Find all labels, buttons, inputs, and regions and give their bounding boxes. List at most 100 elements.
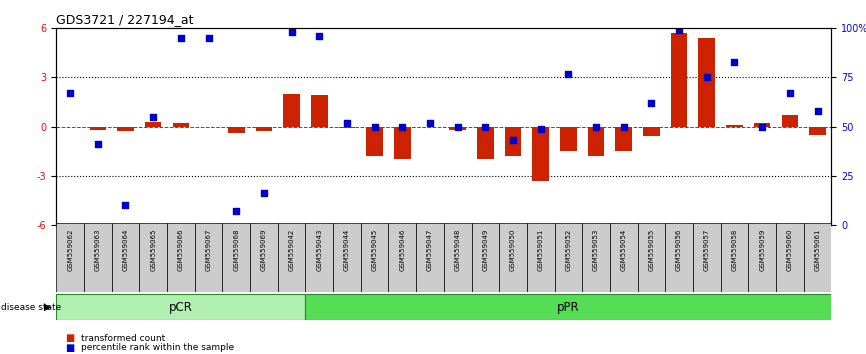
Bar [554,223,582,292]
Bar [443,223,471,292]
Bar [117,126,133,131]
Bar [228,126,244,133]
Point [450,124,464,129]
Text: GSM559064: GSM559064 [122,229,128,271]
Bar [255,126,272,131]
Text: ■: ■ [65,333,74,343]
Point [146,114,160,120]
Text: GSM559061: GSM559061 [815,229,820,271]
Bar [167,223,195,292]
Point [700,75,714,80]
Bar [499,223,527,292]
Text: GSM559047: GSM559047 [427,229,433,271]
Bar [145,122,161,126]
Point [506,137,520,143]
Text: GSM559048: GSM559048 [455,229,461,271]
Bar [665,223,693,292]
Text: GSM559055: GSM559055 [649,229,655,271]
Bar [361,223,389,292]
Point [478,124,492,129]
Point [589,124,603,129]
Bar [776,223,804,292]
Bar [471,223,499,292]
Bar [616,126,632,151]
Bar [56,294,306,320]
Bar [394,126,410,159]
Bar [195,223,223,292]
Text: GSM559050: GSM559050 [510,229,516,271]
Bar [250,223,278,292]
Text: disease state: disease state [1,303,61,312]
Bar [610,223,637,292]
Bar [588,126,604,156]
Text: GSM559054: GSM559054 [621,229,627,271]
Bar [699,38,715,126]
Text: GSM559063: GSM559063 [94,229,100,271]
Bar [582,223,610,292]
Text: GDS3721 / 227194_at: GDS3721 / 227194_at [56,13,194,26]
Point [340,120,354,125]
Bar [533,126,549,181]
Bar [172,123,189,126]
Point [617,124,630,129]
Bar [804,223,831,292]
Bar [200,126,216,127]
Bar [422,126,438,127]
Point [396,124,410,129]
Bar [311,96,327,126]
Text: ▶: ▶ [43,302,51,312]
Bar [693,223,721,292]
Bar [449,126,466,130]
Bar [278,223,306,292]
Bar [417,223,443,292]
Bar [139,223,167,292]
Text: percentile rank within the sample: percentile rank within the sample [81,343,234,352]
Text: GSM559042: GSM559042 [288,229,294,271]
Point [63,90,77,96]
Bar [643,126,660,136]
Text: GSM559053: GSM559053 [593,229,599,271]
Point [783,90,797,96]
Point [119,202,132,208]
Text: GSM559043: GSM559043 [316,229,322,271]
Text: GSM559049: GSM559049 [482,229,488,271]
Point [285,29,299,35]
Point [423,120,437,125]
Bar [56,223,84,292]
Text: GSM559059: GSM559059 [759,229,766,271]
Bar [366,126,383,156]
Text: GSM559051: GSM559051 [538,229,544,271]
Bar [333,223,361,292]
Text: GSM559067: GSM559067 [205,229,211,271]
Point [644,100,658,106]
Text: pPR: pPR [557,301,579,314]
Text: GSM559052: GSM559052 [565,229,572,271]
Text: GSM559066: GSM559066 [178,229,184,271]
Point [811,108,824,114]
Point [229,208,243,214]
Bar [306,294,831,320]
Bar [560,126,577,151]
Text: GSM559046: GSM559046 [399,229,405,271]
Point [313,33,326,39]
Bar [748,223,776,292]
Bar [781,115,798,126]
Point [174,35,188,41]
Text: GSM559060: GSM559060 [787,229,793,271]
Point [533,126,547,131]
Bar [283,94,300,126]
Text: GSM559057: GSM559057 [704,229,710,271]
Bar [339,126,355,128]
Point [257,190,271,196]
Bar [84,223,112,292]
Text: GSM559044: GSM559044 [344,229,350,271]
Bar [477,126,494,159]
Text: transformed count: transformed count [81,333,165,343]
Text: GSM559062: GSM559062 [68,229,73,271]
Bar [61,126,79,127]
Point [755,124,769,129]
Point [91,141,105,147]
Bar [89,126,107,130]
Bar [112,223,139,292]
Bar [527,223,554,292]
